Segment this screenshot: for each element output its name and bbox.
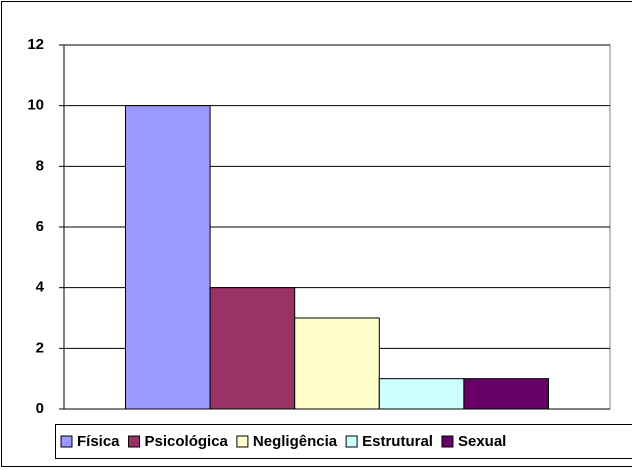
legend-label: Psicológica [145,433,229,450]
y-tick-label: 4 [36,279,45,296]
legend-label: Física [77,433,120,450]
bar [294,317,380,410]
y-tick-label: 6 [36,218,44,235]
legend-label: Negligência [253,433,338,450]
bar [125,105,211,410]
y-tick-label: 8 [36,157,44,174]
legend-label: Sexual [458,433,506,450]
legend-swatch [128,435,141,448]
bar [463,378,549,410]
bar [378,378,465,410]
y-tick-label: 12 [27,36,44,53]
legend-box [55,424,632,459]
y-tick-label: 10 [27,97,44,114]
legend-swatch [345,435,358,448]
bar [209,287,296,410]
legend-swatch [441,435,454,448]
y-tick-label: 0 [36,400,44,417]
legend-label: Estrutural [362,433,433,450]
y-tick-label: 2 [36,339,44,356]
legend-swatch [60,435,73,448]
legend-swatch [236,435,249,448]
